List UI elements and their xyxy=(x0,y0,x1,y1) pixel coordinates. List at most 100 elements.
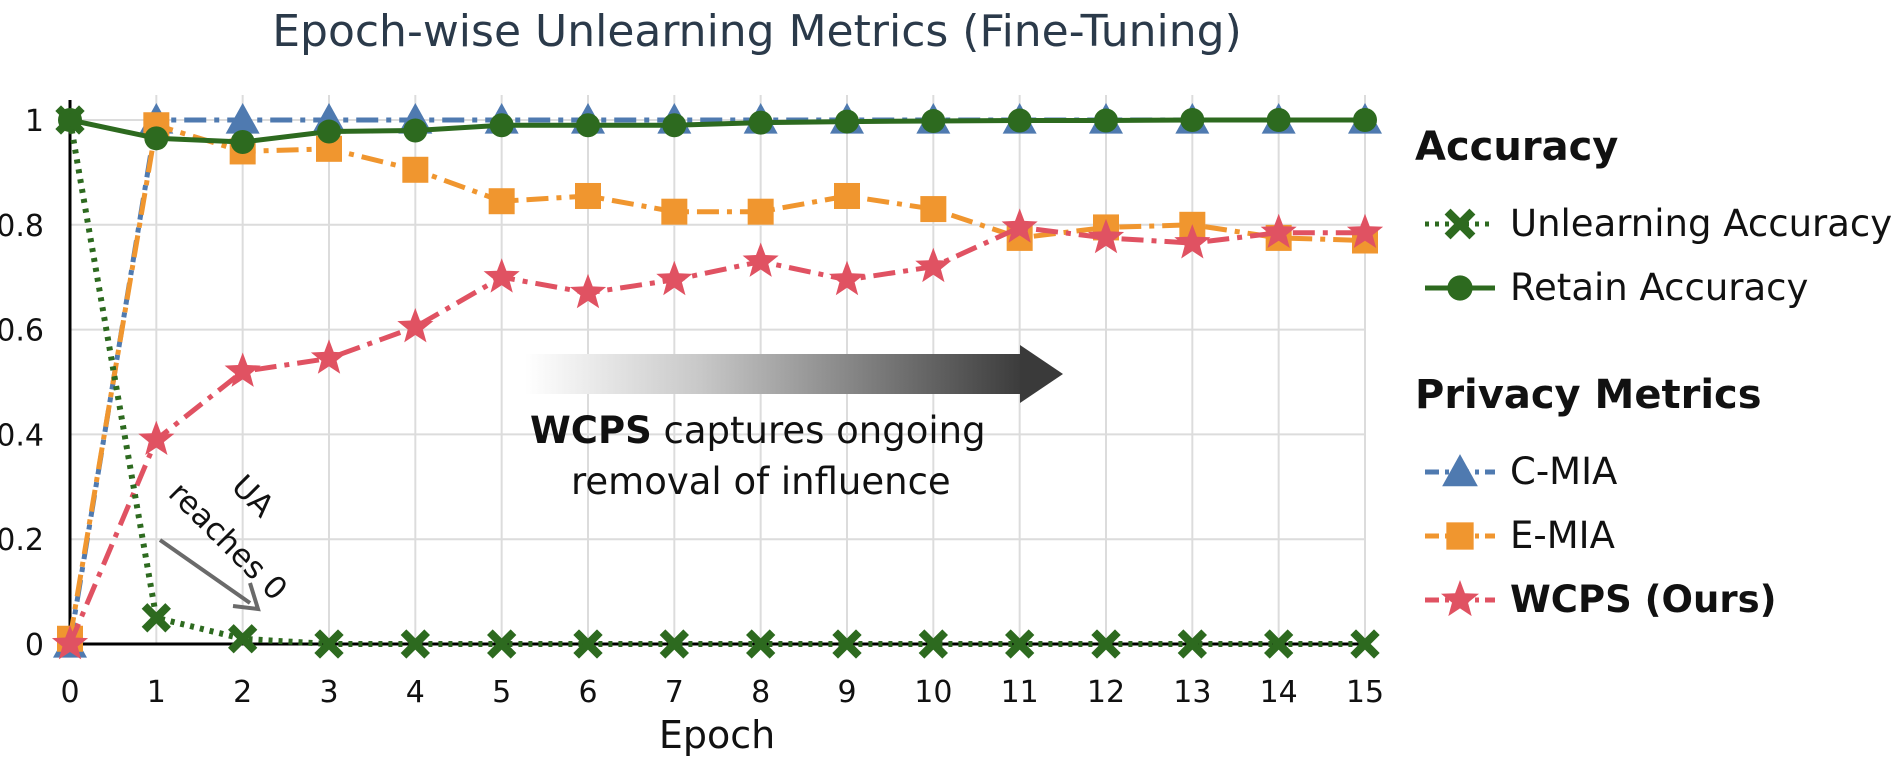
legend-item-c-mia: C-MIA xyxy=(1425,450,1617,493)
legend-item-retain-accuracy: Retain Accuracy xyxy=(1425,266,1808,309)
y-tick-label: 0.2 xyxy=(0,523,44,558)
x-tick-label: 0 xyxy=(60,675,79,710)
series-retain-accuracy xyxy=(58,108,1377,155)
series-line-retain-accuracy xyxy=(69,117,1365,145)
data-point-retain-accuracy xyxy=(230,130,255,155)
data-point-unlearning-accuracy xyxy=(228,624,258,654)
data-point-retain-accuracy xyxy=(576,113,600,138)
data-point-wcps-ours xyxy=(1260,213,1297,248)
data-point-wcps-ours xyxy=(1001,208,1038,243)
data-point-retain-accuracy xyxy=(1180,108,1205,132)
legend-marker xyxy=(1441,580,1479,617)
data-point-unlearning-accuracy xyxy=(1091,629,1121,659)
ua-annotation-arrow xyxy=(158,538,261,612)
data-point-unlearning-accuracy xyxy=(400,629,430,659)
data-point-unlearning-accuracy xyxy=(918,629,948,659)
x-tick-label: 6 xyxy=(578,675,597,710)
data-point-retain-accuracy xyxy=(1353,108,1377,132)
data-point-e-mia xyxy=(402,156,429,183)
legend-label: Unlearning Accuracy xyxy=(1510,202,1892,245)
data-point-wcps-ours xyxy=(1087,218,1125,254)
data-point-retain-accuracy xyxy=(1094,108,1118,133)
data-point-unlearning-accuracy xyxy=(55,105,85,135)
data-point-wcps-ours xyxy=(828,260,866,296)
series-unlearning-accuracy xyxy=(55,105,1380,659)
data-point-retain-accuracy xyxy=(489,113,514,138)
data-point-wcps-ours xyxy=(1174,224,1211,259)
x-tick-label: 4 xyxy=(406,675,425,710)
data-point-unlearning-accuracy xyxy=(746,629,776,659)
series xyxy=(51,103,1384,660)
data-point-unlearning-accuracy xyxy=(487,629,517,659)
series-wcps-ours xyxy=(51,208,1384,660)
data-point-unlearning-accuracy xyxy=(573,629,603,659)
legend-marker xyxy=(1444,208,1476,240)
y-tick-label: 1 xyxy=(25,104,44,139)
data-point-e-mia xyxy=(661,198,688,225)
x-tick-label: 3 xyxy=(319,675,338,710)
y-tick-label: 0 xyxy=(25,628,44,663)
data-point-wcps-ours xyxy=(138,420,175,455)
y-tick-label: 0.4 xyxy=(0,418,44,453)
wcps-annotation-rest: captures ongoing xyxy=(652,409,986,452)
ongoing-removal-arrow xyxy=(525,345,1063,403)
data-point-unlearning-accuracy xyxy=(1264,629,1294,659)
data-point-retain-accuracy xyxy=(748,110,773,135)
data-point-wcps-ours xyxy=(656,260,693,296)
x-tick-label: 11 xyxy=(1001,675,1039,710)
data-point-wcps-ours xyxy=(397,308,434,343)
data-point-retain-accuracy xyxy=(1266,108,1291,132)
series-line-unlearning-accuracy xyxy=(67,119,1365,647)
data-point-e-mia xyxy=(834,182,860,209)
data-point-retain-accuracy xyxy=(144,126,169,151)
legend-label: C-MIA xyxy=(1510,450,1617,493)
data-point-wcps-ours xyxy=(569,273,607,309)
legend-item-unlearning-accuracy: Unlearning Accuracy xyxy=(1425,202,1892,245)
series-line-wcps-ours xyxy=(67,224,1365,645)
x-tick-label: 5 xyxy=(492,675,511,710)
wcps-annotation-bold: WCPS xyxy=(530,409,652,452)
x-tick-label: 9 xyxy=(837,675,856,710)
data-point-unlearning-accuracy xyxy=(1177,629,1207,659)
x-tick-label: 8 xyxy=(751,675,770,710)
x-tick-label: 14 xyxy=(1260,675,1298,710)
x-tick-label: 12 xyxy=(1087,675,1125,710)
x-axis-label: Epoch xyxy=(659,713,775,757)
data-point-wcps-ours xyxy=(915,247,952,283)
wcps-annotation-line2: removal of influence xyxy=(571,460,951,503)
ua-annotation-line1: UA xyxy=(224,468,281,525)
x-tick-label: 13 xyxy=(1173,675,1211,710)
data-point-wcps-ours xyxy=(483,258,520,293)
series-line-e-mia xyxy=(67,121,1366,640)
data-point-e-mia xyxy=(575,182,601,209)
data-point-unlearning-accuracy xyxy=(1350,629,1380,659)
data-point-wcps-ours xyxy=(1346,213,1384,248)
legend-label: WCPS (Ours) xyxy=(1510,578,1777,621)
legend-group-title: Accuracy xyxy=(1415,124,1618,170)
x-tick-label: 1 xyxy=(147,675,166,710)
data-point-unlearning-accuracy xyxy=(832,629,862,659)
x-tick-label: 10 xyxy=(914,675,952,710)
legend-label: E-MIA xyxy=(1510,514,1615,557)
data-point-wcps-ours xyxy=(224,352,261,387)
legend-item-e-mia: E-MIA xyxy=(1425,514,1615,557)
legend: Accuracy Unlearning Accuracy Retain Accura… xyxy=(1415,124,1892,621)
chart-title: Epoch-wise Unlearning Metrics (Fine-Tuni… xyxy=(272,6,1242,57)
legend-group-title: Privacy Metrics xyxy=(1415,372,1762,418)
data-point-e-mia xyxy=(920,196,947,223)
wcps-annotation-line1: WCPS captures ongoing xyxy=(530,409,986,452)
y-tick-label: 0.8 xyxy=(0,209,44,244)
data-point-e-mia xyxy=(488,188,515,215)
data-point-retain-accuracy xyxy=(662,113,687,138)
data-point-retain-accuracy xyxy=(403,118,428,143)
y-tick-label: 0.6 xyxy=(0,314,44,349)
data-point-wcps-ours xyxy=(310,339,348,374)
data-point-e-mia xyxy=(747,198,774,225)
legend-marker xyxy=(1442,454,1478,487)
legend-label: Retain Accuracy xyxy=(1510,266,1808,309)
data-point-wcps-ours xyxy=(51,625,89,660)
data-point-retain-accuracy xyxy=(835,109,859,134)
data-point-unlearning-accuracy xyxy=(314,629,344,659)
